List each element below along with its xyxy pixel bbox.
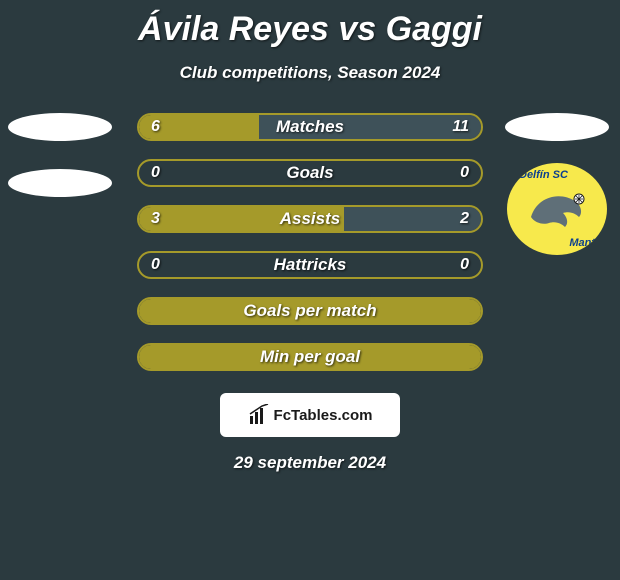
club-badge-text-top: Delfín SC (519, 169, 568, 181)
stat-label: Min per goal (139, 347, 481, 367)
right-club-badge: Delfín SC Mant (507, 163, 607, 255)
left-club-badge (8, 169, 112, 197)
stat-row: 611Matches (137, 113, 483, 141)
dolphin-icon (525, 183, 589, 235)
stat-row: Min per goal (137, 343, 483, 371)
stat-label: Hattricks (139, 255, 481, 275)
club-badge-text-bottom: Mant (569, 237, 595, 249)
stat-label: Goals per match (139, 301, 481, 321)
stat-label: Goals (139, 163, 481, 183)
stat-row: Goals per match (137, 297, 483, 325)
stat-row: 00Hattricks (137, 251, 483, 279)
left-player-badges (8, 113, 118, 197)
stats-area: Delfín SC Mant 611Matches 00Goals 32Assist… (0, 113, 620, 371)
comparison-title: Ávila Reyes vs Gaggi (0, 0, 620, 49)
comparison-subtitle: Club competitions, Season 2024 (0, 63, 620, 83)
footer-date: 29 september 2024 (0, 453, 620, 473)
stat-row: 00Goals (137, 159, 483, 187)
right-player-badges: Delfín SC Mant (502, 113, 612, 255)
chart-icon (248, 404, 270, 426)
stat-bars: 611Matches 00Goals 32Assists 00Hattricks Goa… (137, 113, 483, 371)
fctables-logo: FcTables.com (220, 393, 400, 437)
right-country-badge (505, 113, 609, 141)
stat-label: Assists (139, 209, 481, 229)
stat-row: 32Assists (137, 205, 483, 233)
stat-label: Matches (139, 117, 481, 137)
logo-text: FcTables.com (274, 407, 373, 424)
left-country-badge (8, 113, 112, 141)
